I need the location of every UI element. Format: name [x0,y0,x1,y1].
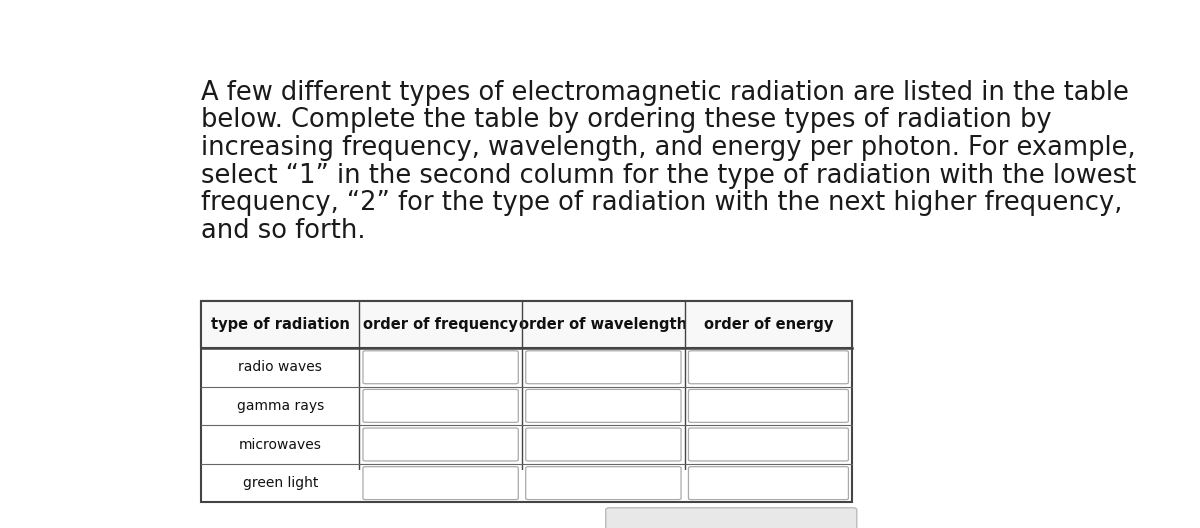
Text: (Choose one): (Choose one) [382,360,474,374]
Text: below. Complete the table by ordering these types of radiation by: below. Complete the table by ordering th… [202,107,1051,133]
Text: ▼: ▼ [499,362,508,372]
Text: order of frequency: order of frequency [364,317,518,332]
Text: order of wavelength: order of wavelength [520,317,688,332]
Text: (Choose one): (Choose one) [545,476,636,490]
Text: ▼: ▼ [662,439,671,449]
Text: (Choose one): (Choose one) [709,476,802,490]
FancyBboxPatch shape [202,301,852,348]
Text: ↺: ↺ [728,520,744,528]
FancyBboxPatch shape [689,390,848,422]
FancyBboxPatch shape [526,351,682,384]
FancyBboxPatch shape [689,351,848,384]
Text: ?: ? [793,520,804,528]
Text: (Choose one): (Choose one) [545,438,636,451]
Text: type of radiation: type of radiation [211,317,349,332]
Text: ▼: ▼ [829,401,838,411]
FancyBboxPatch shape [362,428,518,461]
Text: A few different types of electromagnetic radiation are listed in the table: A few different types of electromagnetic… [202,80,1129,106]
Text: (Choose one): (Choose one) [709,360,802,374]
Text: gamma rays: gamma rays [236,399,324,413]
Text: ▼: ▼ [662,401,671,411]
Text: ▼: ▼ [662,478,671,488]
Text: ▼: ▼ [829,439,838,449]
Text: radio waves: radio waves [239,360,322,374]
Text: ▼: ▼ [829,362,838,372]
Text: ▼: ▼ [499,478,508,488]
Text: ▼: ▼ [662,362,671,372]
Text: green light: green light [242,476,318,490]
FancyBboxPatch shape [526,428,682,461]
Text: order of energy: order of energy [703,317,833,332]
Text: (Choose one): (Choose one) [382,476,474,490]
Text: increasing frequency, wavelength, and energy per photon. For example,: increasing frequency, wavelength, and en… [202,135,1135,161]
FancyBboxPatch shape [606,508,857,528]
Text: (Choose one): (Choose one) [382,438,474,451]
FancyBboxPatch shape [362,467,518,499]
Text: microwaves: microwaves [239,438,322,451]
Text: frequency, “2” for the type of radiation with the next higher frequency,: frequency, “2” for the type of radiation… [202,190,1122,216]
FancyBboxPatch shape [526,467,682,499]
Text: (Choose one): (Choose one) [709,438,802,451]
FancyBboxPatch shape [689,467,848,499]
Text: ▼: ▼ [499,439,508,449]
FancyBboxPatch shape [362,351,518,384]
Text: ×: × [662,519,679,528]
FancyBboxPatch shape [526,390,682,422]
FancyBboxPatch shape [362,390,518,422]
FancyBboxPatch shape [202,301,852,503]
FancyBboxPatch shape [689,428,848,461]
Text: ▼: ▼ [499,401,508,411]
Text: (Choose one): (Choose one) [709,399,802,413]
Text: (Choose one): (Choose one) [382,399,474,413]
Text: (Choose one): (Choose one) [545,399,636,413]
Text: (Choose one): (Choose one) [545,360,636,374]
Text: and so forth.: and so forth. [202,218,366,244]
Text: select “1” in the second column for the type of radiation with the lowest: select “1” in the second column for the … [202,163,1136,188]
Text: ▼: ▼ [829,478,838,488]
